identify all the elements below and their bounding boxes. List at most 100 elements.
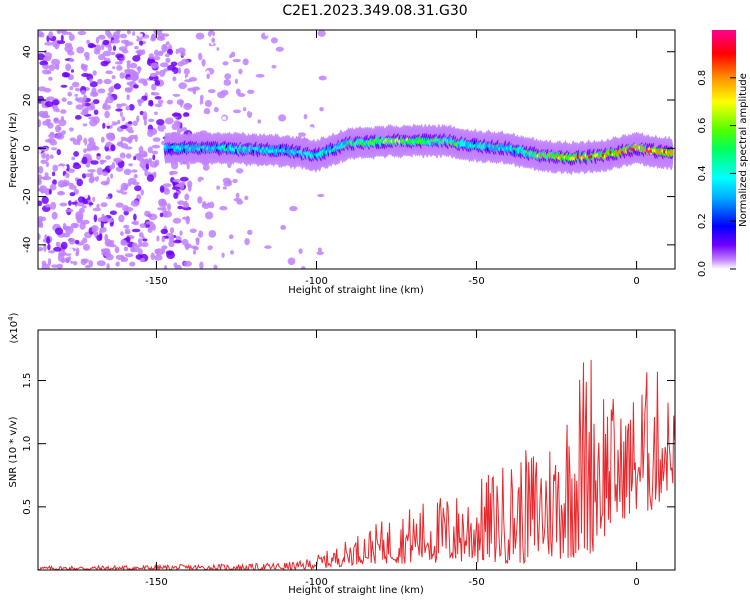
noise-speckle — [69, 127, 74, 132]
noise-speckle — [137, 49, 144, 56]
colorbar: 0.0 0.2 0.4 0.6 0.8 Normalized spectral ampl… — [697, 30, 749, 277]
noise-speckle — [180, 50, 186, 57]
noise-speckle — [243, 107, 247, 112]
noise-speckle — [145, 163, 149, 170]
spectrogram-x-ticks: -150 -100 -50 0 — [145, 30, 640, 287]
noise-speckle — [91, 144, 97, 151]
noise-speckle — [125, 153, 132, 159]
y-tick-label: 0.5 — [22, 499, 33, 515]
noise-speckle — [83, 94, 87, 102]
noise-speckle — [167, 203, 171, 211]
noise-speckle — [118, 214, 125, 223]
noise-speckle — [115, 108, 123, 112]
noise-speckle — [100, 202, 108, 208]
noise-speckle — [59, 202, 68, 207]
noise-speckle — [141, 158, 147, 163]
noise-speckle — [131, 244, 140, 253]
noise-speckle — [221, 116, 227, 121]
noise-speckle — [55, 241, 61, 248]
noise-speckle — [179, 230, 183, 236]
noise-speckle — [298, 248, 303, 254]
noise-speckle — [264, 30, 269, 37]
noise-speckle — [183, 112, 190, 117]
noise-speckle — [106, 196, 111, 200]
noise-speckle — [73, 261, 78, 266]
noise-speckle — [38, 233, 41, 240]
noise-speckle — [84, 265, 91, 269]
noise-speckle — [83, 107, 89, 115]
noise-speckle — [232, 58, 241, 63]
noise-speckle — [144, 210, 151, 217]
noise-speckle — [184, 193, 190, 201]
noise-speckle — [106, 218, 114, 223]
noise-speckle — [90, 160, 99, 165]
noise-speckle — [38, 30, 44, 38]
noise-speckle — [97, 88, 106, 94]
noise-speckle — [68, 185, 77, 190]
noise-speckle — [210, 248, 215, 254]
noise-speckle — [256, 47, 265, 55]
noise-speckle — [120, 231, 124, 236]
noise-speckle — [270, 37, 278, 44]
noise-speckle — [48, 64, 56, 71]
noise-speckle — [65, 191, 71, 196]
snr-multiplier-close: ) — [9, 312, 20, 316]
noise-speckle — [244, 238, 250, 246]
noise-speckle — [185, 255, 193, 260]
noise-speckle — [120, 239, 128, 246]
noise-speckle — [83, 190, 89, 199]
noise-speckle — [68, 256, 72, 260]
noise-speckle — [121, 191, 128, 195]
noise-speckle — [110, 173, 114, 179]
noise-speckle — [217, 91, 226, 99]
noise-speckle — [128, 163, 133, 167]
noise-speckle — [104, 100, 108, 106]
noise-speckle — [187, 184, 192, 192]
noise-speckle — [200, 103, 204, 109]
noise-speckle — [72, 139, 79, 146]
noise-speckle — [146, 112, 156, 121]
noise-speckle — [147, 128, 153, 133]
noise-speckle — [289, 206, 298, 212]
noise-speckle — [244, 195, 249, 201]
noise-speckle — [233, 214, 243, 219]
noise-speckle — [133, 213, 137, 221]
noise-speckle — [206, 73, 210, 80]
noise-speckle — [211, 37, 216, 43]
noise-speckle — [131, 228, 141, 233]
x-tick-label: -50 — [468, 577, 484, 588]
noise-speckle — [124, 253, 134, 258]
noise-speckle — [242, 58, 249, 66]
noise-speckle — [57, 165, 64, 171]
noise-speckle — [116, 141, 124, 147]
noise-speckle — [126, 30, 131, 35]
noise-speckle — [136, 142, 141, 148]
noise-speckle — [211, 207, 221, 214]
noise-speckle — [70, 69, 74, 73]
noise-speckle — [96, 203, 100, 209]
noise-speckle — [74, 115, 82, 120]
noise-speckle — [75, 104, 84, 110]
noise-speckle — [96, 260, 106, 267]
noise-speckle — [60, 116, 65, 121]
noise-speckle — [117, 119, 121, 125]
x-tick-label: -150 — [145, 276, 168, 287]
noise-speckle — [98, 54, 106, 61]
noise-speckle — [208, 55, 214, 60]
noise-speckle — [116, 65, 123, 71]
noise-speckle — [139, 223, 146, 228]
noise-speckle — [96, 167, 104, 176]
noise-speckle — [179, 176, 189, 182]
figure-title: C2E1.2023.349.08.31.G30 — [282, 3, 467, 19]
noise-speckle — [261, 93, 268, 101]
noise-speckle — [208, 89, 216, 94]
noise-speckle — [80, 89, 86, 95]
noise-speckle — [296, 36, 306, 42]
noise-speckle — [93, 214, 98, 223]
noise-speckle — [223, 79, 232, 86]
noise-speckle — [76, 217, 83, 224]
noise-speckle — [65, 172, 70, 179]
noise-speckle — [246, 219, 254, 223]
noise-speckle — [107, 203, 112, 212]
noise-speckle — [301, 266, 306, 269]
